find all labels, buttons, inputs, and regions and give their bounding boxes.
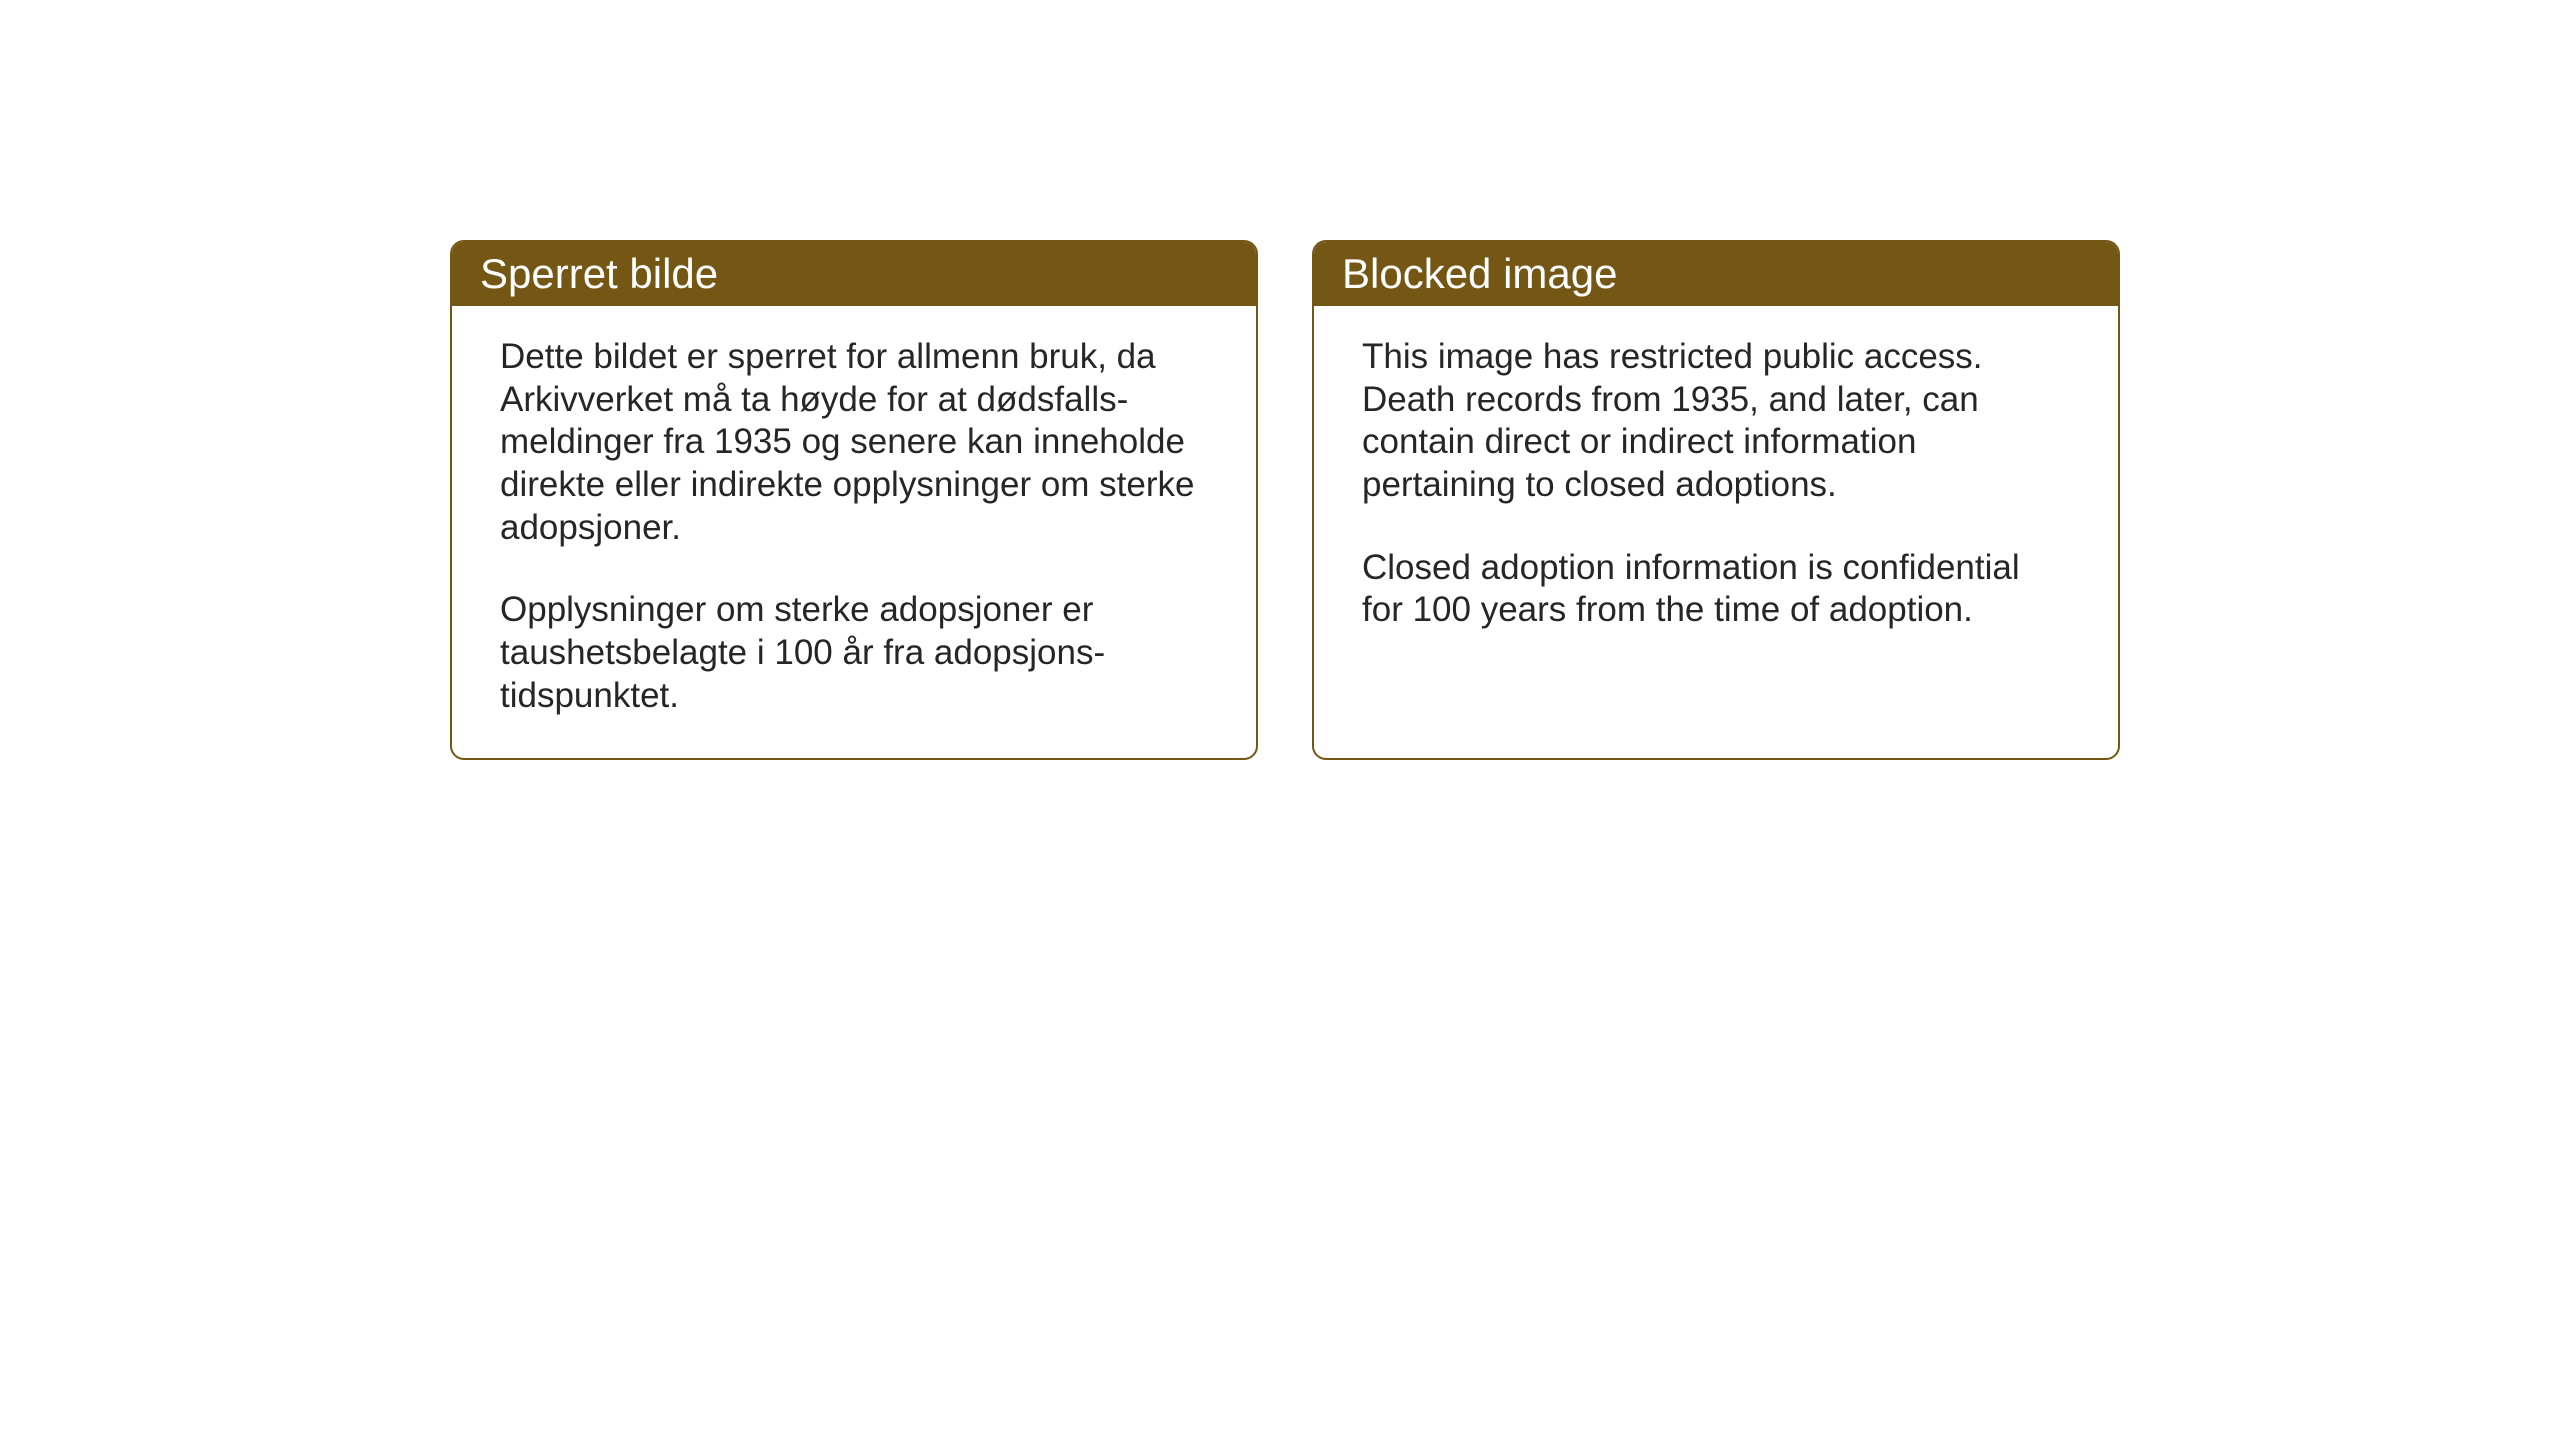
card-header-english: Blocked image bbox=[1314, 242, 2118, 306]
card-title-norwegian: Sperret bilde bbox=[480, 250, 718, 297]
card-body-norwegian: Dette bildet er sperret for allmenn bruk… bbox=[452, 306, 1256, 758]
card-body-english: This image has restricted public access.… bbox=[1314, 306, 2118, 756]
notice-card-norwegian: Sperret bilde Dette bildet er sperret fo… bbox=[450, 240, 1258, 760]
card-paragraph-2-norwegian: Opplysninger om sterke adopsjoner er tau… bbox=[500, 589, 1208, 717]
card-header-norwegian: Sperret bilde bbox=[452, 242, 1256, 306]
notice-container: Sperret bilde Dette bildet er sperret fo… bbox=[450, 240, 2120, 760]
card-paragraph-2-english: Closed adoption information is confident… bbox=[1362, 547, 2070, 632]
card-paragraph-1-english: This image has restricted public access.… bbox=[1362, 336, 2070, 507]
card-paragraph-1-norwegian: Dette bildet er sperret for allmenn bruk… bbox=[500, 336, 1208, 549]
card-title-english: Blocked image bbox=[1342, 250, 1617, 297]
notice-card-english: Blocked image This image has restricted … bbox=[1312, 240, 2120, 760]
